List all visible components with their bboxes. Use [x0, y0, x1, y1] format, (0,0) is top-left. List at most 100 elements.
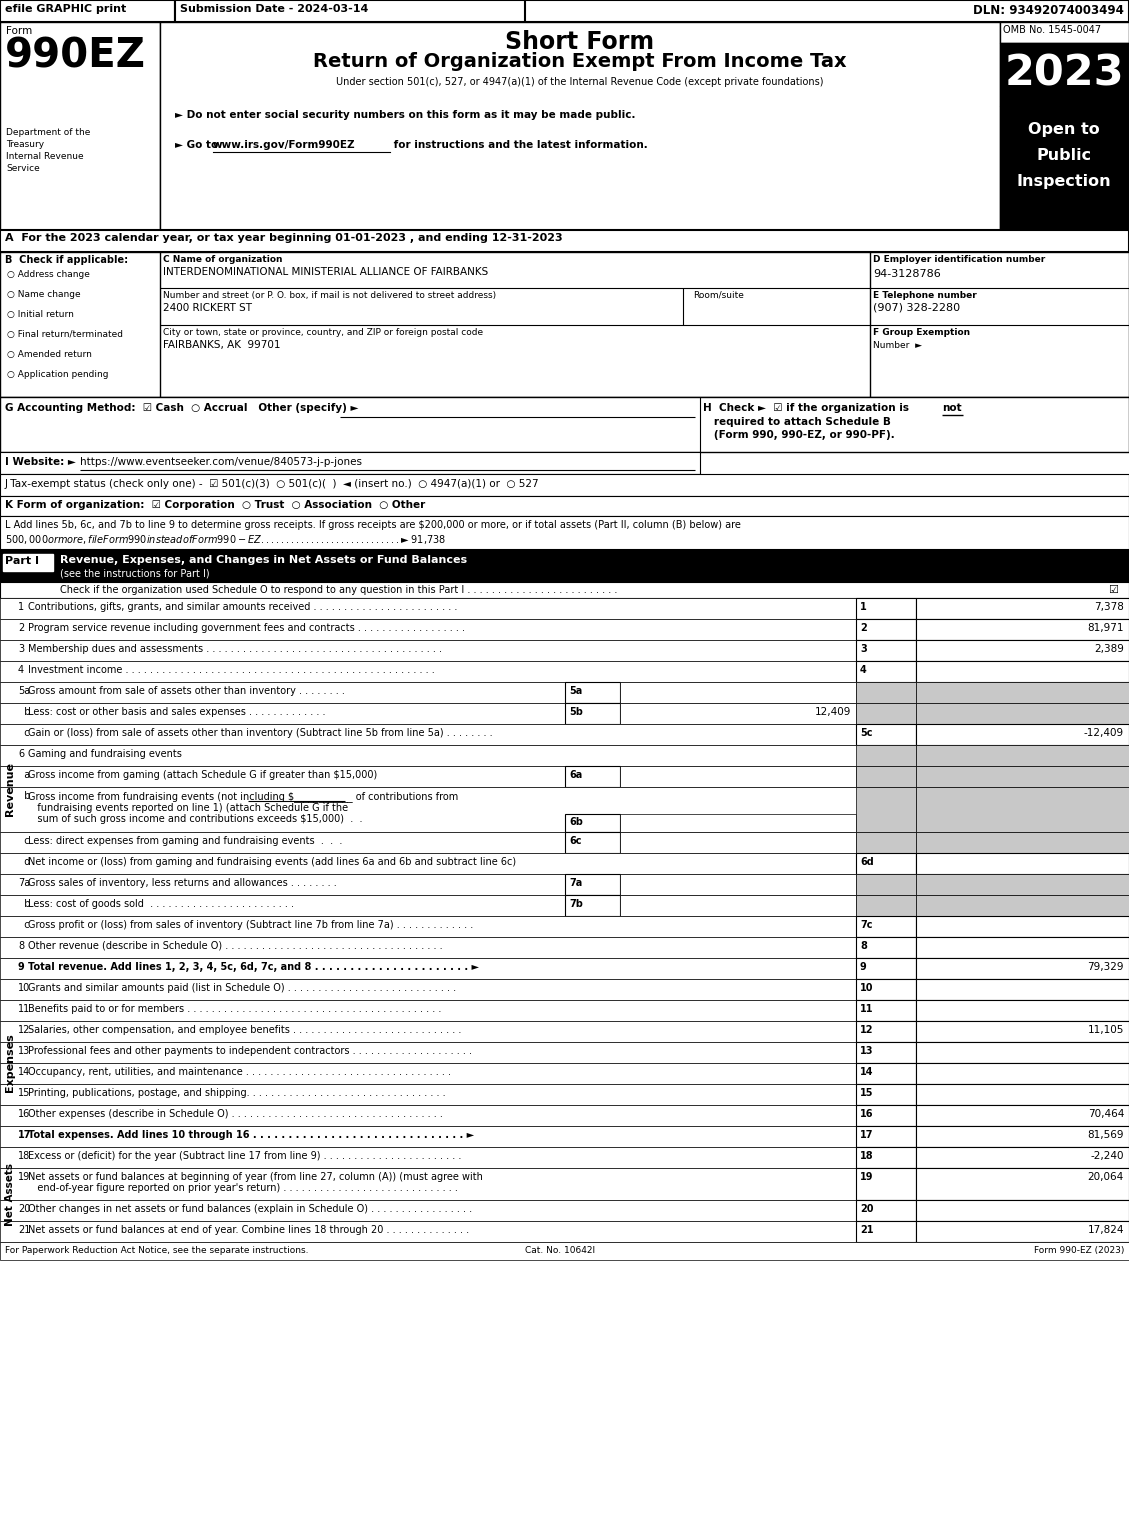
Text: 2400 RICKERT ST: 2400 RICKERT ST — [163, 303, 252, 313]
Text: Under section 501(c), 527, or 4947(a)(1) of the Internal Revenue Code (except pr: Under section 501(c), 527, or 4947(a)(1)… — [336, 76, 824, 87]
Bar — [0, 1084, 1129, 1106]
Text: Professional fees and other payments to independent contractors . . . . . . . . : Professional fees and other payments to … — [28, 1046, 472, 1055]
Text: Gross sales of inventory, less returns and allowances . . . . . . . .: Gross sales of inventory, less returns a… — [28, 878, 336, 888]
Text: Room/suite: Room/suite — [693, 291, 744, 300]
Bar — [0, 852, 1129, 874]
Text: Benefits paid to or for members . . . . . . . . . . . . . . . . . . . . . . . . : Benefits paid to or for members . . . . … — [28, 1003, 441, 1014]
Text: (see the instructions for Part I): (see the instructions for Part I) — [60, 567, 210, 578]
Text: required to attach Schedule B: required to attach Schedule B — [703, 416, 891, 427]
Bar — [856, 1000, 916, 1022]
Bar — [856, 936, 916, 958]
Text: Internal Revenue: Internal Revenue — [6, 152, 84, 162]
Bar — [0, 0, 1129, 21]
Text: 15: 15 — [18, 1087, 30, 1098]
Bar — [1000, 107, 1129, 230]
Text: 15: 15 — [860, 1087, 874, 1098]
Text: 8: 8 — [860, 941, 867, 952]
Bar — [856, 874, 916, 895]
Text: INTERDENOMINATIONAL MINISTERIAL ALLIANCE OF FAIRBANKS: INTERDENOMINATIONAL MINISTERIAL ALLIANCE… — [163, 267, 488, 278]
Text: 8: 8 — [18, 941, 24, 952]
Bar — [916, 874, 1129, 895]
Bar — [0, 936, 1129, 958]
Text: 9: 9 — [860, 962, 867, 971]
Text: 20: 20 — [18, 1205, 30, 1214]
Bar — [856, 1106, 916, 1125]
Text: 79,329: 79,329 — [1087, 962, 1124, 971]
Text: d: d — [18, 857, 30, 868]
Text: 81,971: 81,971 — [1087, 624, 1124, 633]
Text: c: c — [18, 836, 29, 846]
Text: 3: 3 — [18, 644, 24, 654]
Bar — [856, 1022, 916, 1042]
Text: L Add lines 5b, 6c, and 7b to line 9 to determine gross receipts. If gross recei: L Add lines 5b, 6c, and 7b to line 9 to … — [5, 520, 741, 531]
Bar — [564, 703, 620, 724]
Text: 18: 18 — [860, 1151, 874, 1161]
Bar — [0, 724, 1129, 746]
Bar — [856, 1125, 916, 1147]
Text: F Group Exemption: F Group Exemption — [873, 328, 970, 337]
Bar — [856, 724, 916, 746]
Text: 1: 1 — [18, 602, 24, 612]
Bar — [564, 874, 620, 895]
Text: 14: 14 — [18, 1068, 30, 1077]
Bar — [1000, 43, 1129, 107]
Bar — [0, 1022, 1129, 1042]
Text: Gross profit or (loss) from sales of inventory (Subtract line 7b from line 7a) .: Gross profit or (loss) from sales of inv… — [28, 920, 473, 930]
Text: Cat. No. 10642I: Cat. No. 10642I — [525, 1246, 595, 1255]
Text: A  For the 2023 calendar year, or tax year beginning 01-01-2023 , and ending 12-: A For the 2023 calendar year, or tax yea… — [5, 233, 562, 242]
Bar — [0, 979, 1129, 1000]
Text: 12,409: 12,409 — [815, 708, 851, 717]
Bar — [916, 1000, 1129, 1022]
Text: 17,824: 17,824 — [1087, 1225, 1124, 1235]
Text: c: c — [18, 727, 29, 738]
Text: 2,389: 2,389 — [1094, 644, 1124, 654]
Text: ○ Application pending: ○ Application pending — [7, 371, 108, 380]
Text: 7a: 7a — [569, 878, 583, 888]
Text: Other expenses (describe in Schedule O) . . . . . . . . . . . . . . . . . . . . : Other expenses (describe in Schedule O) … — [28, 1109, 443, 1119]
Text: 19: 19 — [860, 1173, 874, 1182]
Text: K Form of organization:  ☑ Corporation  ○ Trust  ○ Association  ○ Other: K Form of organization: ☑ Corporation ○ … — [5, 500, 426, 509]
Text: 7a: 7a — [18, 878, 30, 888]
Text: Other changes in net assets or fund balances (explain in Schedule O) . . . . . .: Other changes in net assets or fund bala… — [28, 1205, 472, 1214]
Bar — [0, 230, 1129, 252]
Bar — [916, 619, 1129, 640]
Bar — [856, 1147, 916, 1168]
Bar — [620, 766, 856, 787]
Text: OMB No. 1545-0047: OMB No. 1545-0047 — [1003, 24, 1101, 35]
Bar — [856, 1084, 916, 1106]
Text: DLN: 93492074003494: DLN: 93492074003494 — [973, 5, 1124, 17]
Text: Form: Form — [6, 26, 33, 37]
Bar — [0, 682, 1129, 703]
Text: Grants and similar amounts paid (list in Schedule O) . . . . . . . . . . . . . .: Grants and similar amounts paid (list in… — [28, 984, 456, 993]
Text: Service: Service — [6, 165, 40, 172]
Text: Expenses: Expenses — [5, 1034, 15, 1092]
Text: 13: 13 — [860, 1046, 874, 1055]
Bar — [856, 598, 916, 619]
Bar — [856, 1063, 916, 1084]
Bar — [856, 1200, 916, 1222]
Bar — [856, 852, 916, 874]
Bar — [856, 746, 916, 766]
Text: Number  ►: Number ► — [873, 342, 922, 351]
Bar — [620, 874, 856, 895]
Text: 14: 14 — [860, 1068, 874, 1077]
Bar — [856, 703, 916, 724]
Text: (907) 328-2280: (907) 328-2280 — [873, 303, 960, 313]
Bar — [916, 1200, 1129, 1222]
Bar — [0, 252, 1129, 396]
Bar — [620, 895, 856, 917]
Text: 12: 12 — [860, 1025, 874, 1035]
Text: -2,240: -2,240 — [1091, 1151, 1124, 1161]
Text: 20: 20 — [860, 1205, 874, 1214]
Bar — [916, 1106, 1129, 1125]
Bar — [916, 979, 1129, 1000]
Text: Contributions, gifts, grants, and similar amounts received . . . . . . . . . . .: Contributions, gifts, grants, and simila… — [28, 602, 457, 612]
Text: 70,464: 70,464 — [1087, 1109, 1124, 1119]
Text: https://www.eventseeker.com/venue/840573-j-p-jones: https://www.eventseeker.com/venue/840573… — [80, 458, 362, 467]
Bar — [0, 787, 1129, 833]
Bar — [0, 1063, 1129, 1084]
Text: sum of such gross income and contributions exceeds $15,000)  .  .: sum of such gross income and contributio… — [28, 814, 362, 824]
Text: 2: 2 — [18, 624, 24, 633]
Bar — [0, 515, 1129, 551]
Bar — [856, 660, 916, 682]
